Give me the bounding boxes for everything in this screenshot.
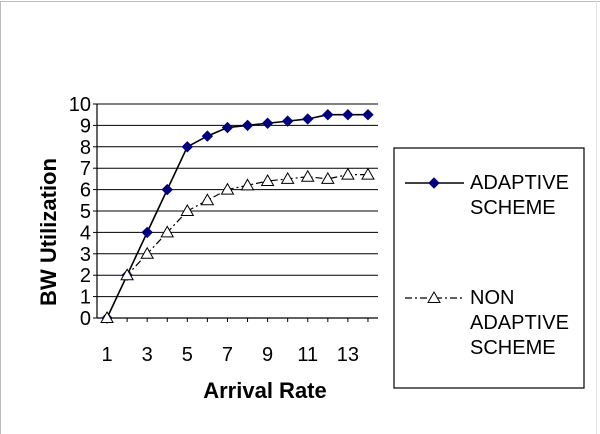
data-point — [100, 310, 114, 323]
legend-swatch-marker — [427, 290, 441, 303]
x-tick-labels: 1 3 5 7 9 11 13 — [101, 344, 359, 366]
legend-label: ADAPTIVE — [470, 312, 569, 334]
legend-swatch-marker — [428, 177, 440, 189]
data-point — [161, 183, 173, 196]
data-point — [342, 108, 354, 121]
data-point — [281, 115, 294, 127]
series-2 — [100, 167, 375, 323]
legend-label: ADAPTIVE — [470, 172, 569, 194]
data-point — [181, 141, 194, 153]
data-point — [160, 225, 175, 238]
frame-right-border — [596, 1, 597, 434]
grid-lines — [97, 103, 378, 298]
data-point — [240, 178, 255, 191]
data-point — [280, 171, 295, 184]
x-tick-label: 1 — [101, 344, 112, 366]
data-point — [120, 268, 134, 281]
legend: ADAPTIVE SCHEME NON ADAPTIVE SCHEME — [393, 147, 585, 389]
legend-item-1: ADAPTIVE SCHEME — [405, 172, 569, 219]
x-tick-label: 5 — [182, 344, 193, 366]
data-point — [361, 167, 375, 180]
data-point — [200, 193, 215, 206]
y-tick-label: 8 — [80, 137, 91, 159]
x-tick-label: 9 — [262, 344, 273, 366]
data-point — [300, 169, 315, 182]
legend-label: SCHEME — [470, 337, 556, 359]
legend-items: ADAPTIVE SCHEME NON ADAPTIVE SCHEME — [405, 172, 569, 359]
x-tick-label: 3 — [142, 344, 153, 366]
series-line — [106, 174, 368, 319]
data-point — [261, 117, 274, 129]
y-tick-label: 0 — [80, 308, 91, 330]
series-line — [106, 113, 368, 319]
data-point — [220, 182, 235, 195]
y-tick-label: 1 — [80, 287, 91, 309]
data-point — [362, 108, 374, 121]
frame-left-border — [0, 1, 1, 434]
x-axis-title: Arrival Rate — [203, 378, 327, 403]
data-point — [260, 174, 275, 187]
legend-label: NON — [470, 287, 514, 309]
frame-top-border — [0, 1, 600, 2]
x-tick-label: 13 — [337, 344, 359, 366]
y-tick-label: 5 — [80, 201, 91, 223]
legend-box — [393, 147, 585, 389]
legend-label: SCHEME — [470, 197, 556, 219]
data-point — [302, 113, 314, 125]
x-tick-label: 11 — [297, 344, 318, 366]
data-point — [141, 226, 153, 239]
y-tick-label: 10 — [69, 94, 91, 116]
data-point — [322, 108, 334, 121]
y-tick-label: 9 — [80, 115, 91, 137]
data-series — [100, 108, 375, 324]
axes — [93, 103, 378, 322]
y-tick-label: 7 — [80, 158, 91, 180]
y-tick-label: 4 — [80, 222, 91, 244]
data-point — [241, 119, 254, 132]
data-point — [320, 171, 335, 184]
series-1 — [101, 108, 374, 324]
data-point — [140, 246, 155, 259]
y-tick-label: 3 — [80, 244, 91, 266]
data-point — [201, 130, 214, 142]
data-point — [221, 121, 234, 134]
y-tick-label: 6 — [80, 180, 91, 202]
y-axis-title: BW Utilization — [36, 158, 61, 306]
y-tick-label: 2 — [80, 265, 91, 287]
data-point — [341, 167, 355, 180]
data-point — [180, 203, 195, 216]
legend-item-2: NON ADAPTIVE SCHEME — [405, 287, 569, 359]
x-tick-label: 7 — [222, 344, 233, 366]
